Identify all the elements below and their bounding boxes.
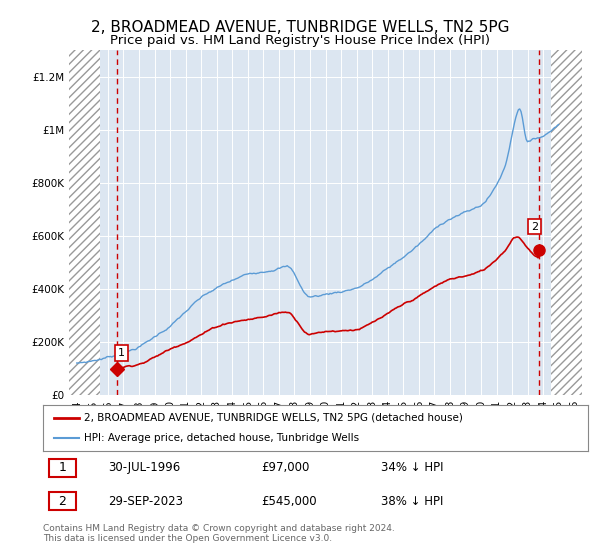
Text: Price paid vs. HM Land Registry's House Price Index (HPI): Price paid vs. HM Land Registry's House … [110, 34, 490, 46]
FancyBboxPatch shape [49, 459, 76, 477]
Text: £545,000: £545,000 [261, 494, 317, 508]
Text: 1: 1 [58, 461, 66, 474]
FancyBboxPatch shape [49, 492, 76, 510]
Text: 1: 1 [118, 348, 125, 358]
Text: 30-JUL-1996: 30-JUL-1996 [109, 461, 181, 474]
Text: 2: 2 [531, 222, 538, 232]
Text: Contains HM Land Registry data © Crown copyright and database right 2024.
This d: Contains HM Land Registry data © Crown c… [43, 524, 395, 543]
Text: 2, BROADMEAD AVENUE, TUNBRIDGE WELLS, TN2 5PG: 2, BROADMEAD AVENUE, TUNBRIDGE WELLS, TN… [91, 20, 509, 35]
Bar [69, 50, 100, 395]
Text: 38% ↓ HPI: 38% ↓ HPI [381, 494, 443, 508]
Text: 34% ↓ HPI: 34% ↓ HPI [381, 461, 443, 474]
Text: 29-SEP-2023: 29-SEP-2023 [109, 494, 184, 508]
Text: £97,000: £97,000 [261, 461, 310, 474]
Bar [551, 50, 582, 395]
Text: HPI: Average price, detached house, Tunbridge Wells: HPI: Average price, detached house, Tunb… [84, 433, 359, 443]
Text: 2, BROADMEAD AVENUE, TUNBRIDGE WELLS, TN2 5PG (detached house): 2, BROADMEAD AVENUE, TUNBRIDGE WELLS, TN… [84, 413, 463, 423]
Text: 2: 2 [58, 494, 66, 508]
